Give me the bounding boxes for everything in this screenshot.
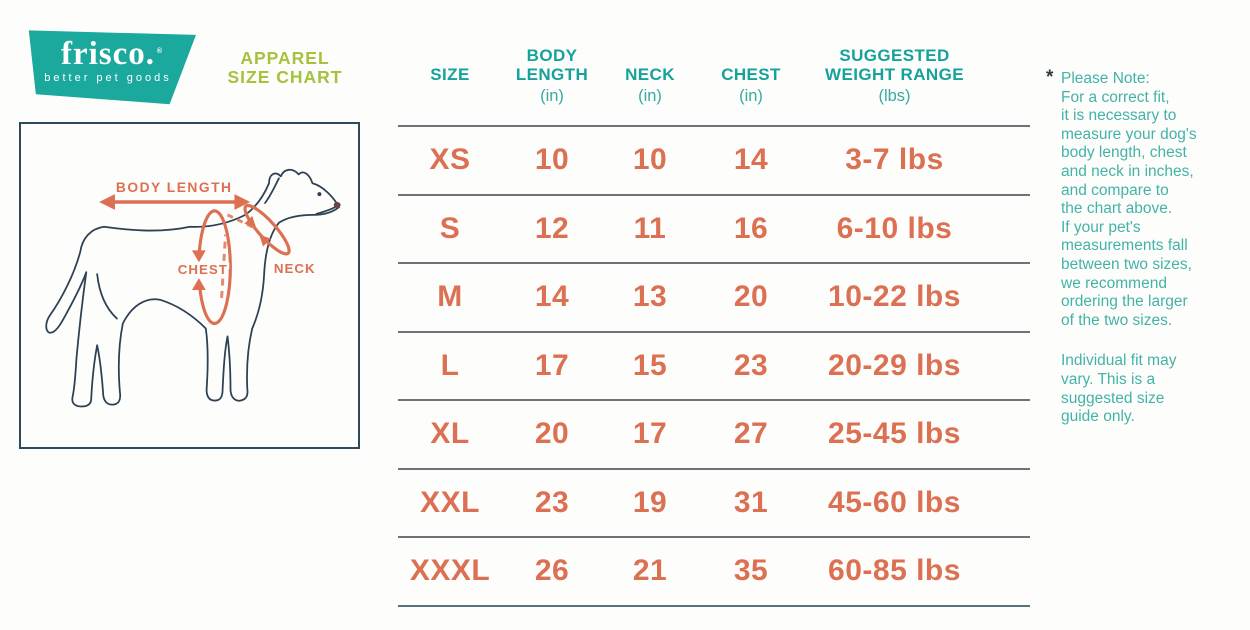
arrow-right-icon — [234, 194, 251, 210]
body-length-label: BODY LENGTH — [116, 179, 233, 195]
chest-ellipse-icon — [197, 209, 232, 326]
weight-value: 3-7 lbs — [845, 143, 944, 177]
neck-value: 13 — [632, 280, 668, 314]
chest-value: 16 — [733, 211, 769, 245]
trademark-mark: ® — [156, 47, 164, 55]
note-paragraph-2: Individual fit may vary. This is a sugge… — [1061, 352, 1177, 426]
weight-value: 45-60 lbs — [828, 485, 961, 519]
body-length-value: 23 — [534, 485, 570, 519]
asterisk-mark: * — [1046, 67, 1054, 88]
weight-value: 10-22 lbs — [828, 280, 961, 314]
chest-value: 35 — [733, 554, 769, 588]
body-length-value: 17 — [534, 348, 570, 382]
table-header-row: SIZE BODY LENGTH (in) NECK (in) CHEST (i… — [398, 46, 1030, 125]
dog-outline-illustration — [45, 168, 341, 408]
size-value: XL — [430, 417, 470, 451]
neck-value: 21 — [632, 554, 668, 588]
neck-value: 17 — [632, 417, 668, 451]
chest-label: CHEST — [178, 262, 228, 277]
table-row-xxxl: XXXL 26 21 35 60-85 lbs — [398, 536, 1030, 605]
column-header-size: SIZE — [430, 65, 470, 84]
note-paragraph-1: Please Note: For a correct fit, it is ne… — [1061, 70, 1197, 329]
neck-value: 10 — [632, 143, 668, 177]
column-header-body-length: BODY LENGTH (in) — [515, 46, 589, 105]
please-note-block: * Please Note: For a correct fit, it is … — [1046, 68, 1246, 427]
body-length-value: 14 — [534, 280, 570, 314]
arrow-left-icon — [99, 194, 115, 210]
chest-value: 23 — [733, 348, 769, 382]
neck-arrow-up-icon — [259, 234, 271, 247]
dog-measurement-diagram: BODY LENGTH CHEST NECK — [19, 122, 360, 449]
body-length-value: 12 — [534, 211, 570, 245]
neck-label: NECK — [274, 261, 316, 276]
column-header-weight-range: SUGGESTED WEIGHT RANGE (lbs) — [825, 46, 964, 105]
chest-dashed-line — [220, 234, 228, 298]
table-row-s: S 12 11 16 6-10 lbs — [398, 193, 1030, 263]
table-row-l: L 17 15 23 20-29 lbs — [398, 330, 1030, 400]
measurement-annotations: BODY LENGTH CHEST NECK — [99, 179, 316, 326]
size-value: XXL — [420, 485, 480, 519]
page-title-line2: SIZE CHART — [227, 67, 343, 87]
table-row-m: M 14 13 20 10-22 lbs — [398, 262, 1030, 331]
body-length-value: 26 — [534, 554, 570, 588]
dog-diagram-svg: BODY LENGTH CHEST NECK — [45, 168, 341, 408]
frisco-logo: frisco. ® better pet goods — [28, 30, 196, 105]
size-value: S — [439, 211, 461, 245]
brand-name: frisco. ® — [60, 35, 162, 72]
weight-value: 6-10 lbs — [836, 211, 953, 245]
neck-value: 19 — [632, 485, 668, 519]
table-row-xxl: XXL 23 19 31 45-60 lbs — [398, 467, 1030, 537]
brand-tagline: better pet goods — [44, 71, 172, 84]
size-table: SIZE BODY LENGTH (in) NECK (in) CHEST (i… — [398, 46, 1030, 607]
chest-value: 27 — [733, 417, 769, 451]
size-value: XS — [429, 143, 471, 177]
page-title: APPAREL SIZE CHART — [210, 49, 360, 87]
table-row-xs: XS 10 10 14 3-7 lbs — [398, 125, 1030, 194]
body-length-value: 20 — [534, 417, 570, 451]
page-title-line1: APPAREL — [240, 48, 330, 68]
chest-arrow-down-icon — [191, 250, 206, 263]
size-value: M — [437, 280, 463, 314]
neck-arrow-down-icon — [244, 215, 257, 228]
size-value: XXXL — [409, 554, 491, 588]
weight-value: 20-29 lbs — [828, 348, 961, 382]
brand-text: frisco. — [60, 35, 156, 72]
neck-value: 15 — [632, 348, 668, 382]
column-header-chest: CHEST (in) — [721, 65, 781, 105]
body-length-value: 10 — [534, 143, 570, 177]
table-row-xl: XL 20 17 27 25-45 lbs — [398, 399, 1030, 468]
column-header-neck: NECK (in) — [625, 65, 675, 105]
size-value: L — [440, 348, 460, 382]
weight-value: 60-85 lbs — [828, 554, 961, 588]
neck-dashed-line — [226, 213, 257, 231]
neck-value: 11 — [633, 211, 667, 245]
chest-value: 14 — [733, 143, 769, 177]
chest-arrow-up-icon — [191, 278, 206, 290]
table-body: XS 10 10 14 3-7 lbs S 12 11 16 6-10 lbs … — [398, 125, 1030, 607]
chest-value: 20 — [733, 280, 769, 314]
weight-value: 25-45 lbs — [828, 417, 961, 451]
chest-value: 31 — [733, 485, 769, 519]
